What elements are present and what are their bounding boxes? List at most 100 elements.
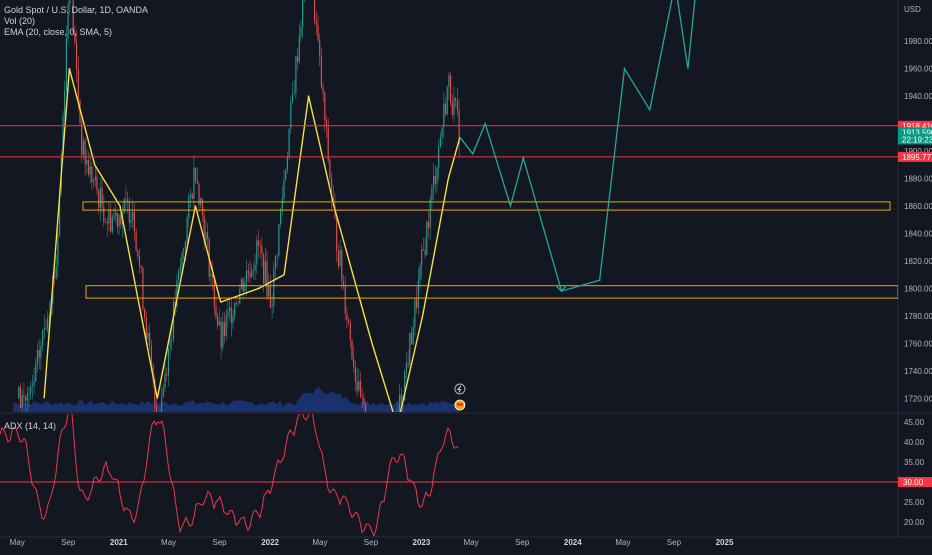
adx-line[interactable] <box>0 409 459 536</box>
candle <box>74 32 76 43</box>
candle <box>94 176 96 180</box>
zone-rectangle-2[interactable] <box>85 285 898 299</box>
candle <box>130 220 132 223</box>
candle <box>394 441 395 443</box>
candle <box>181 252 183 266</box>
symbol-title[interactable]: Gold Spot / U.S. Dollar, 1D, OANDA <box>4 5 149 15</box>
candle <box>184 241 186 249</box>
candle <box>295 56 297 94</box>
candle <box>113 215 115 218</box>
candle <box>281 198 283 210</box>
candle <box>429 200 431 228</box>
earnings-flag-icon[interactable] <box>454 399 466 411</box>
candle <box>123 199 125 214</box>
candle <box>257 240 260 246</box>
candle <box>329 160 331 179</box>
candle <box>433 175 435 188</box>
candle <box>427 221 430 228</box>
volume-series <box>13 387 460 412</box>
candle <box>263 253 265 284</box>
candle <box>77 69 79 100</box>
candle <box>183 248 185 253</box>
candle <box>45 328 47 330</box>
price-axis[interactable]: USD 1980.000 1960.000 1940.000 1900.000 1880.… <box>898 5 932 403</box>
candle <box>259 245 261 247</box>
adx-axis[interactable]: 45.00 40.00 35.00 25.00 20.00 30.00 <box>898 418 932 527</box>
candle <box>315 20 317 25</box>
candle <box>99 187 101 209</box>
candle <box>205 232 207 241</box>
candle <box>171 338 173 341</box>
candle <box>302 0 304 28</box>
volume-indicator-label[interactable]: Vol (20) <box>4 16 36 26</box>
candle <box>331 178 333 198</box>
candle <box>215 306 217 317</box>
zone-rectangle-1[interactable] <box>82 201 891 211</box>
candle <box>101 187 103 207</box>
candle <box>288 128 290 158</box>
candle <box>91 166 93 183</box>
candle <box>410 333 413 345</box>
candle <box>57 234 59 266</box>
candle <box>59 189 61 235</box>
candle <box>290 101 292 129</box>
candle <box>43 328 45 330</box>
candle <box>356 381 358 391</box>
candle <box>337 251 339 267</box>
candle <box>353 358 355 367</box>
price-pane[interactable] <box>0 0 898 513</box>
candle <box>446 86 448 115</box>
candle-series[interactable] <box>18 0 460 513</box>
time-tick-label: Sep <box>61 538 76 547</box>
time-tick-label: 2024 <box>564 538 582 547</box>
candle <box>38 350 40 359</box>
time-tick-label: May <box>464 538 479 547</box>
candle <box>252 270 254 272</box>
price-label-2: 1913.590 <box>902 128 932 137</box>
candle <box>213 278 215 307</box>
candle <box>81 122 83 155</box>
candle <box>235 303 237 305</box>
candle <box>438 146 440 169</box>
candle <box>319 40 321 55</box>
candle <box>341 250 343 282</box>
time-axis[interactable]: May Sep 2021 May Sep 2022 May Sep 2023 May Sep 2024… <box>10 538 734 547</box>
candle <box>397 414 398 415</box>
adx-tick-label: 35.00 <box>904 458 925 467</box>
candle <box>203 215 205 241</box>
time-tick-label: 2021 <box>110 538 128 547</box>
volume-area <box>13 387 460 412</box>
candle <box>359 381 362 397</box>
candle <box>365 403 367 412</box>
candle <box>232 315 234 324</box>
candle <box>407 363 409 365</box>
candle <box>283 179 285 199</box>
candle <box>377 470 378 479</box>
lightning-icon[interactable] <box>454 383 466 395</box>
candle <box>227 310 229 317</box>
candle <box>86 159 88 165</box>
adx-tick-label: 25.00 <box>904 498 925 507</box>
candle <box>399 394 401 412</box>
candle <box>33 381 35 386</box>
candle <box>28 392 30 394</box>
candle <box>256 240 258 265</box>
adx-pane[interactable] <box>0 409 898 536</box>
ema-line[interactable] <box>43 68 461 426</box>
candle <box>64 90 66 116</box>
candle <box>409 333 411 365</box>
projection-path[interactable] <box>459 0 701 292</box>
candle <box>149 332 151 346</box>
candle <box>217 316 219 326</box>
candle <box>426 221 428 256</box>
adx-indicator-label[interactable]: ADX (14, 14) <box>4 421 57 431</box>
ema-indicator-label[interactable]: EMA (20, close, 0, SMA, 5) <box>4 27 113 37</box>
candle <box>443 103 445 128</box>
price-tick-label: 1940.000 <box>904 92 932 101</box>
candle <box>358 381 360 391</box>
earnings-flag-band <box>456 403 463 406</box>
candle <box>178 271 180 281</box>
candle <box>35 363 37 382</box>
